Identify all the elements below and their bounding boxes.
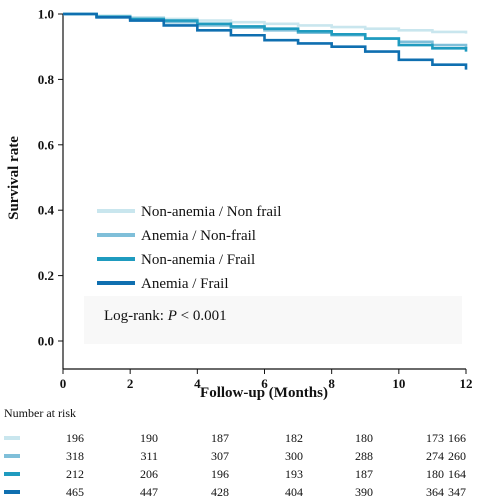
- risk-value: 307: [211, 449, 229, 463]
- legend-label: Anemia / Frail: [141, 276, 228, 292]
- legend: Non-anemia / Non frail Anemia / Non-frail…: [97, 204, 281, 292]
- risk-value: 190: [140, 431, 158, 445]
- x-tick-label: 12: [460, 376, 473, 391]
- y-axis-title: Survival rate: [6, 136, 22, 220]
- risk-value: 187: [355, 467, 373, 481]
- risk-value: 465: [66, 485, 84, 499]
- risk-value: 206: [140, 467, 158, 481]
- p-value-symbol: P: [167, 308, 177, 324]
- risk-value: 274: [426, 449, 444, 463]
- risk-value: 300: [285, 449, 303, 463]
- risk-value: 364: [426, 485, 444, 499]
- risk-value: 182: [285, 431, 303, 445]
- x-tick-label: 0: [60, 376, 67, 391]
- x-tick-label: 8: [328, 376, 335, 391]
- risk-value: 260: [448, 449, 466, 463]
- risk-value: 164: [448, 467, 466, 481]
- risk-value: 180: [426, 467, 444, 481]
- risk-table-title: Number at risk: [4, 406, 76, 420]
- y-tick-label: 1.0: [38, 7, 54, 22]
- risk-value: 173: [426, 431, 444, 445]
- x-tick-label: 4: [194, 376, 201, 391]
- risk-value: 166: [448, 431, 466, 445]
- risk-value: 428: [211, 485, 229, 499]
- legend-label: Non-anemia / Frail: [141, 252, 255, 268]
- legend-label: Anemia / Non-frail: [141, 228, 256, 244]
- axes: 0 2 4 6 8 10 12 0.0 0.2 0.4 0.6 0.8 1.0: [38, 7, 473, 392]
- risk-value: 347: [448, 485, 466, 499]
- x-tick-label: 6: [261, 376, 268, 391]
- risk-value: 447: [140, 485, 158, 499]
- risk-value: 180: [355, 431, 373, 445]
- risk-value: 196: [211, 467, 229, 481]
- risk-value: 212: [66, 467, 84, 481]
- y-tick-label: 0.8: [38, 72, 55, 87]
- risk-value: 193: [285, 467, 303, 481]
- annotation-box: [84, 296, 462, 344]
- y-tick-label: 0.6: [38, 137, 55, 152]
- x-tick-label: 10: [392, 376, 405, 391]
- series-line-4: [63, 12, 468, 70]
- risk-value: 318: [66, 449, 84, 463]
- risk-table: Number at risk 196 190 187 182 180 173 166 318 31…: [4, 406, 466, 499]
- series-lines: [63, 12, 468, 70]
- series-line-3: [63, 12, 468, 52]
- risk-value: 311: [140, 449, 158, 463]
- risk-value: 196: [66, 431, 84, 445]
- legend-label: Non-anemia / Non frail: [141, 204, 281, 220]
- log-rank-annotation: Log-rank: P < 0.001: [104, 308, 227, 324]
- x-axis-title: Follow-up (Months): [200, 385, 328, 401]
- risk-value: 187: [211, 431, 229, 445]
- risk-value: 390: [355, 485, 373, 499]
- risk-value: 404: [285, 485, 303, 499]
- risk-value: 288: [355, 449, 373, 463]
- x-tick-label: 2: [127, 376, 134, 391]
- y-tick-label: 0.4: [38, 203, 55, 218]
- y-tick-label: 0.0: [38, 334, 54, 349]
- y-tick-label: 0.2: [38, 268, 54, 283]
